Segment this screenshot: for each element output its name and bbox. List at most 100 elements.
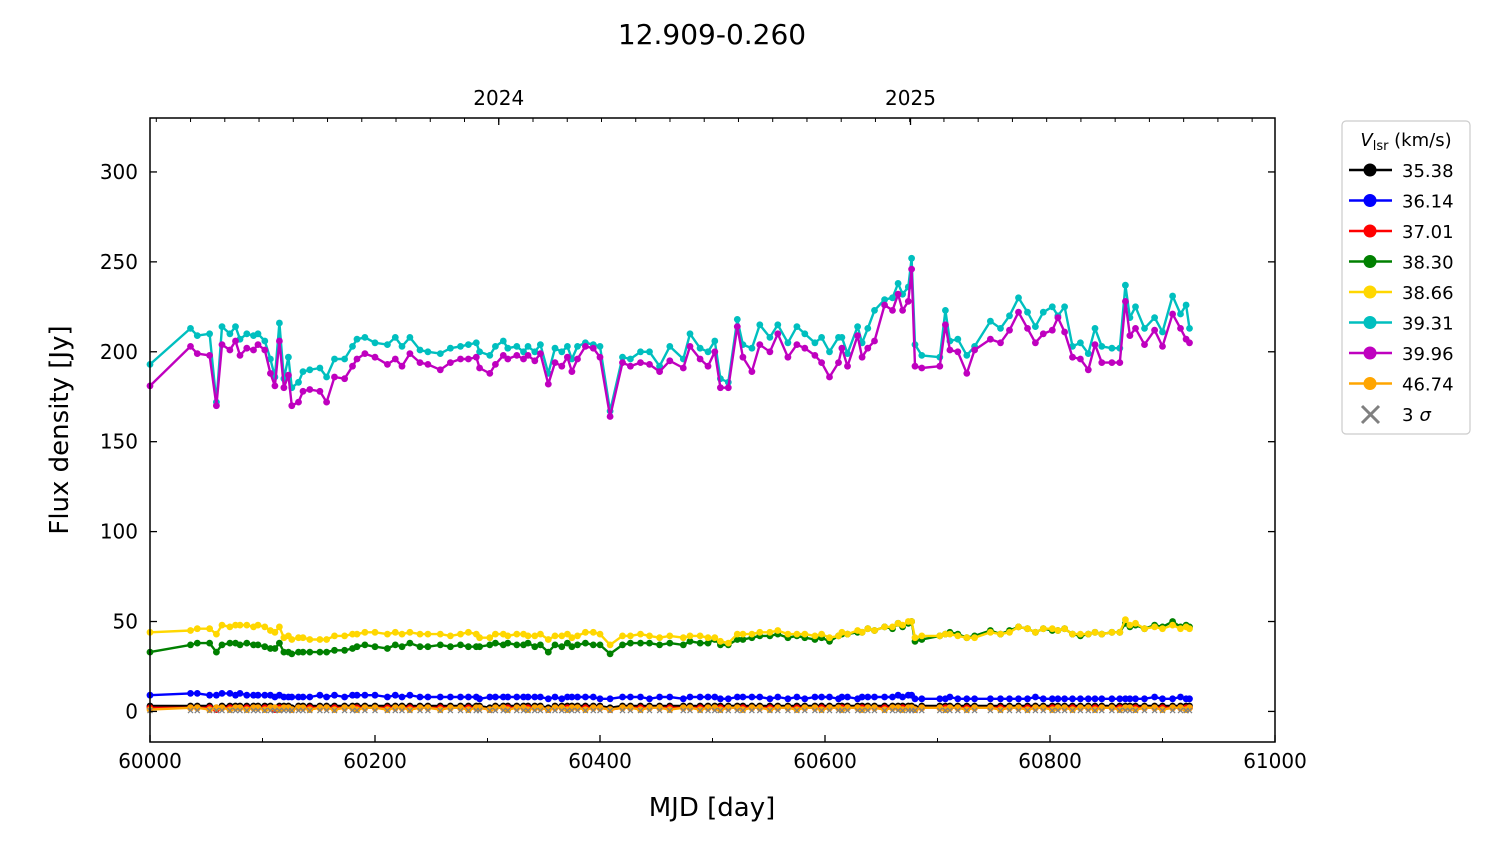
- data-point: [524, 693, 532, 701]
- sigma-marker: [774, 707, 781, 714]
- data-point: [1024, 706, 1031, 713]
- data-point: [361, 628, 369, 636]
- sigma-marker: [1126, 707, 1133, 714]
- sigma-marker: [1006, 707, 1013, 714]
- data-point: [766, 348, 774, 356]
- sigma-marker: [1054, 707, 1061, 714]
- data-point: [206, 330, 214, 338]
- data-point: [656, 693, 663, 701]
- data-point: [236, 690, 244, 697]
- data-point: [492, 361, 499, 368]
- data-point: [733, 316, 741, 323]
- data-point: [499, 337, 507, 345]
- data-point: [963, 695, 971, 703]
- data-point: [243, 330, 251, 338]
- data-point: [574, 693, 581, 701]
- data-point: [416, 693, 424, 701]
- data-point: [524, 706, 532, 713]
- data-point: [801, 695, 809, 703]
- data-point: [711, 634, 719, 642]
- data-point: [424, 361, 432, 368]
- sigma-marker: [680, 707, 687, 714]
- data-point: [666, 357, 674, 365]
- data-point: [236, 641, 244, 649]
- data-point: [864, 625, 872, 633]
- sigma-marker: [552, 707, 558, 714]
- data-point: [486, 641, 494, 649]
- data-point: [582, 693, 589, 701]
- plot-frame: [149, 117, 1276, 743]
- data-point: [1069, 353, 1076, 361]
- sigma-marker: [963, 707, 970, 714]
- data-point: [739, 636, 747, 643]
- data-point: [250, 346, 257, 354]
- sigma-marker: [1069, 707, 1076, 714]
- sigma-marker: [942, 707, 949, 714]
- data-point: [537, 630, 544, 638]
- data-point: [954, 335, 962, 343]
- data-point: [436, 641, 444, 649]
- legend-entry-37.01: 37.01: [1349, 222, 1454, 243]
- data-point: [476, 695, 483, 703]
- sigma-marker: [1169, 707, 1176, 714]
- data-point: [1091, 628, 1099, 636]
- data-point: [544, 380, 552, 388]
- data-point: [686, 330, 694, 338]
- data-point: [627, 632, 634, 640]
- data-point: [1039, 695, 1047, 703]
- sigma-marker: [261, 707, 268, 714]
- data-point: [236, 352, 244, 359]
- data-point: [299, 387, 307, 395]
- sigma-marker: [525, 707, 531, 714]
- data-point: [1116, 628, 1124, 636]
- data-point: [997, 630, 1004, 638]
- sigma-marker: [537, 707, 544, 714]
- data-point: [551, 641, 559, 649]
- sigma-sym: σ: [1419, 405, 1431, 426]
- data-point: [406, 639, 414, 647]
- sigma-marker: [341, 707, 348, 714]
- legend-label: 39.31: [1402, 314, 1454, 335]
- data-point: [1108, 695, 1116, 703]
- data-point: [1116, 695, 1124, 703]
- data-point: [1151, 693, 1158, 701]
- data-point: [486, 693, 494, 701]
- data-point: [596, 353, 604, 361]
- data-point: [193, 350, 201, 357]
- data-point: [218, 621, 226, 629]
- data-point: [349, 362, 356, 370]
- data-point: [1098, 630, 1106, 638]
- data-point: [1159, 695, 1166, 703]
- data-point: [711, 337, 719, 345]
- data-point: [504, 693, 512, 701]
- data-point: [323, 373, 330, 381]
- data-point: [724, 695, 732, 703]
- data-point: [954, 632, 962, 640]
- data-point: [894, 290, 902, 298]
- sigma-marker: [424, 707, 431, 714]
- legend-title-unit: (km/s): [1388, 130, 1451, 151]
- data-point: [316, 364, 324, 372]
- legend-label: 36.14: [1402, 192, 1454, 213]
- data-point: [936, 362, 944, 370]
- data-point: [835, 359, 842, 366]
- data-point: [1151, 314, 1158, 321]
- data-point: [457, 693, 464, 701]
- data-point: [353, 355, 361, 363]
- x-tick-label: 60000: [118, 749, 182, 773]
- sigma-marker: [250, 707, 257, 714]
- data-point: [1061, 303, 1068, 311]
- data-point: [1006, 312, 1013, 320]
- sigma-marker: [627, 707, 634, 714]
- data-point: [582, 639, 589, 647]
- sigma-marker: [1015, 707, 1022, 714]
- data-point: [686, 632, 694, 640]
- data-point: [793, 341, 801, 348]
- sigma-marker: [705, 707, 711, 714]
- top-year-label: 2024: [473, 86, 524, 110]
- data-point: [551, 632, 559, 640]
- legend-marker-icon: [1363, 316, 1377, 329]
- data-point: [465, 628, 472, 636]
- data-point: [558, 643, 566, 651]
- sigma-marker: [734, 707, 741, 714]
